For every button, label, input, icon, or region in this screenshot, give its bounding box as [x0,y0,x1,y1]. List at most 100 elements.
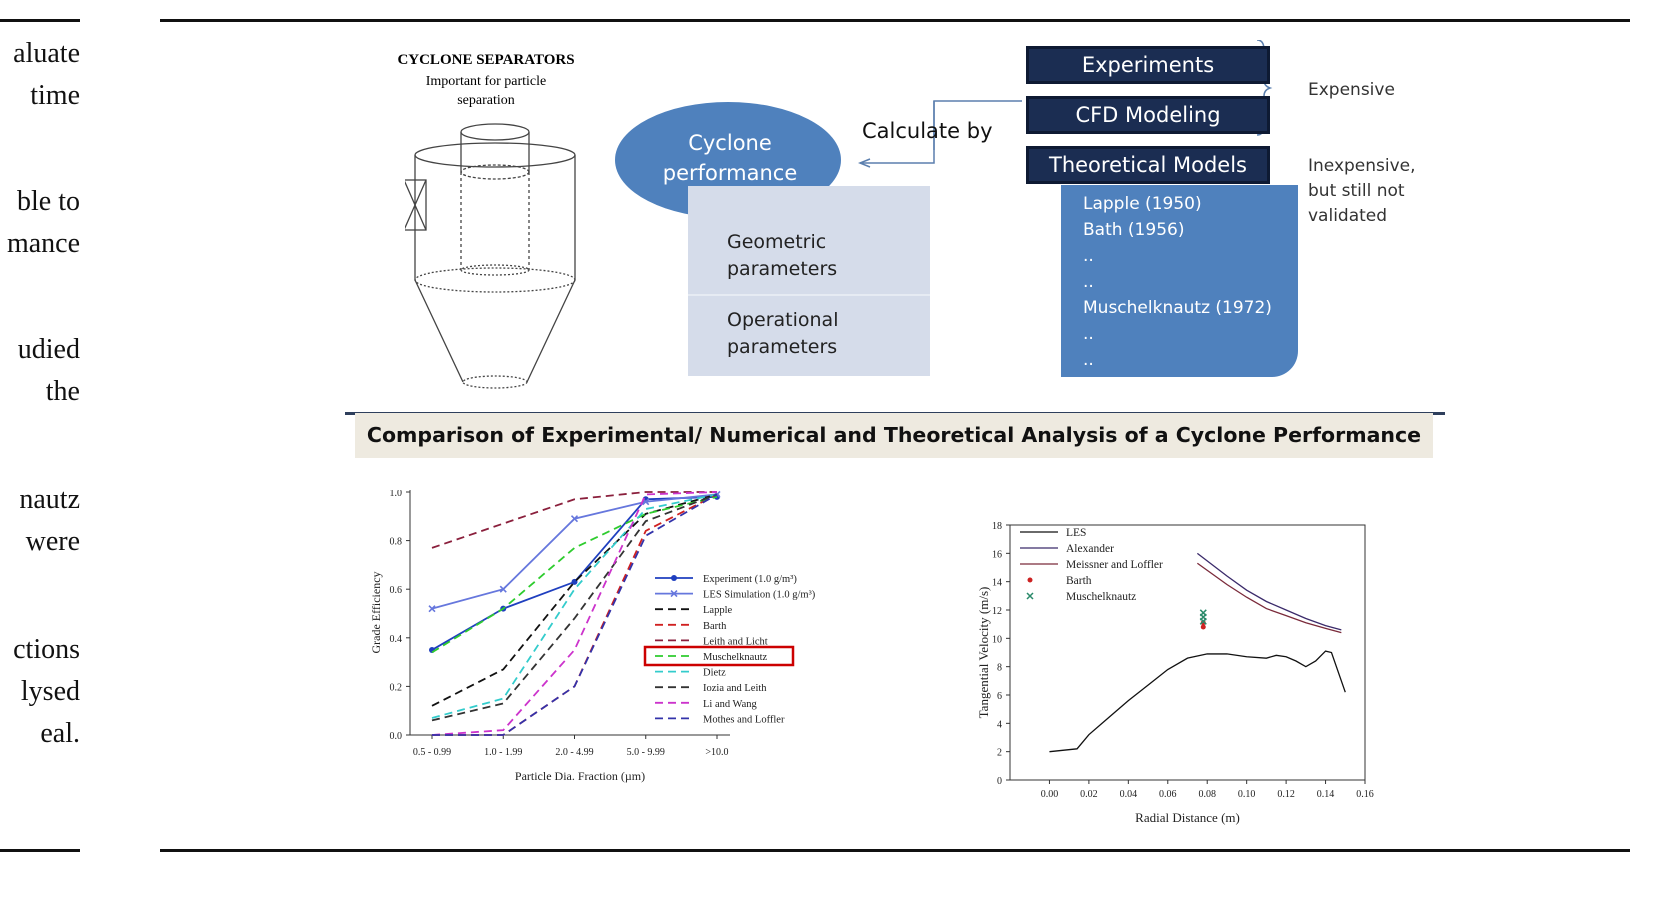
grade-efficiency-chart: 0.0 0.2 0.4 0.6 0.8 1.0 0.5 - 0.99 1.0 - 1.99 2.… [370,490,816,783]
x-tick-label: 0.16 [1356,789,1374,800]
y-tick-label: 0.8 [390,537,403,548]
series-line [431,493,718,610]
x-tick-label: 0.04 [1120,789,1138,800]
series-line [1196,552,1342,631]
y-axis-label: Tangential Velocity (m/s) [976,587,991,719]
legend-label: Meissner and Loffler [1066,559,1163,571]
x-tick-label: 2.0 - 4.99 [555,747,593,758]
x-tick-label: 0.06 [1159,789,1177,800]
sidebar-fragment: nautz [19,484,80,515]
theoretical-models-box: Theoretical Models [1026,146,1270,184]
parameters-box [688,186,930,376]
sidebar-fragment: aluate [13,38,80,69]
y-tick-label: 0.4 [390,634,403,645]
series-line [431,495,718,654]
data-point [1200,624,1206,630]
x-tick-label: >10.0 [705,747,728,758]
x-tick-label: 0.00 [1041,789,1059,800]
experiments-box: Experiments [1026,46,1270,84]
legend-label: Lapple [703,605,732,616]
model-item: Muschelknautz (1972) [1083,298,1272,318]
note-expensive: Expensive [1308,80,1395,100]
legend-label: Muschelknautz [703,652,767,663]
legend-label: Barth [1066,575,1092,587]
legend-label: Experiment (1.0 g/m³) [703,574,797,585]
y-tick-label: 6 [997,691,1002,702]
y-tick-label: 0 [997,776,1002,787]
data-point [1199,609,1207,617]
x-tick-label: 0.08 [1198,789,1216,800]
cyclone-drawing [405,123,576,389]
legend-marker [670,590,678,598]
series-line [431,493,718,707]
y-tick-label: 14 [992,578,1002,589]
data-point [1200,620,1206,626]
x-axis-label: Radial Distance (m) [1135,810,1240,825]
top-rule-left [0,19,80,22]
legend-marker [1026,592,1034,600]
series-line [432,493,718,736]
legend-label: LES Simulation (1.0 g/m³) [703,590,816,601]
x-tick-label: 1.0 - 1.99 [484,747,522,758]
x-tick-label: 0.5 - 0.99 [413,747,451,758]
sidebar-fragment: ctions [13,634,80,665]
y-tick-label: 0.6 [390,585,403,596]
series-line [1049,650,1346,753]
sidebar-fragment: were [25,526,80,557]
y-tick-label: 10 [992,634,1002,645]
y-tick-label: 18 [992,521,1002,532]
tangential-velocity-chart: 0 2 4 6 8 10 12 14 16 18 0.00 0.02 0.04 0.06 0.08 0.10 0… [976,521,1374,825]
sidebar-fragment: udied [17,334,80,365]
models-list: Lapple (1950) Bath (1956) .. .. Muschelk… [1061,185,1298,377]
sidebar-fragment: eal. [40,718,80,749]
model-item: .. [1083,350,1094,370]
x-tick-label: 0.12 [1277,789,1295,800]
series-line [431,493,718,722]
x-tick-label: 5.0 - 9.99 [627,747,665,758]
legend-label: Muschelknautz [1066,591,1136,603]
sidebar-fragment: ble to [17,186,80,217]
y-tick-label: 0.2 [390,682,403,693]
note-inexpensive: Inexpensive, but still not validated [1308,156,1416,226]
bottom-rule-right [160,849,1630,852]
legend-label: LES [1066,527,1086,539]
model-item: .. [1083,246,1094,266]
series-line [431,491,718,736]
data-point [571,578,578,585]
legend-label: Leith and Licht [703,636,768,647]
param-geometric: Geometric parameters [727,231,838,280]
series-line [431,491,717,549]
sidebar-fragment: time [30,80,80,111]
y-tick-label: 1.0 [390,490,403,499]
plot-frame [1009,524,1366,781]
y-tick-label: 16 [992,549,1002,560]
x-tick-label: 0.10 [1238,789,1256,800]
data-point [428,605,436,613]
legend-marker [1027,577,1033,583]
sidebar-fragment: lysed [20,676,80,707]
model-item: Lapple (1950) [1083,194,1202,214]
comparison-banner: Comparison of Experimental/ Numerical an… [355,413,1433,458]
sidebar-fragment: mance [6,228,80,259]
sidebar-fragment: the [45,376,80,407]
series-line [1196,562,1342,634]
legend-marker [671,575,677,581]
y-tick-label: 12 [992,606,1002,617]
legend-label: Li and Wang [703,699,758,710]
model-item: .. [1083,324,1094,344]
y-axis-label: Grade Efficiency [370,571,383,653]
x-axis-label: Particle Dia. Fraction (µm) [515,769,645,783]
data-point [570,515,579,523]
x-tick-label: 0.14 [1317,789,1335,800]
y-tick-label: 8 [997,663,1002,674]
legend-label: Mothes and Loffler [703,714,785,725]
performance-label: Cyclone performance [662,131,798,185]
calculate-label: Calculate by [862,119,993,143]
model-item: Bath (1956) [1083,220,1185,240]
cfd-modeling-box: CFD Modeling [1026,96,1270,134]
y-tick-label: 4 [997,719,1002,730]
legend-label: Alexander [1066,543,1114,555]
legend-label: Dietz [703,668,726,679]
param-operational: Operational parameters [727,309,839,358]
legend-label: Iozia and Leith [703,683,767,694]
